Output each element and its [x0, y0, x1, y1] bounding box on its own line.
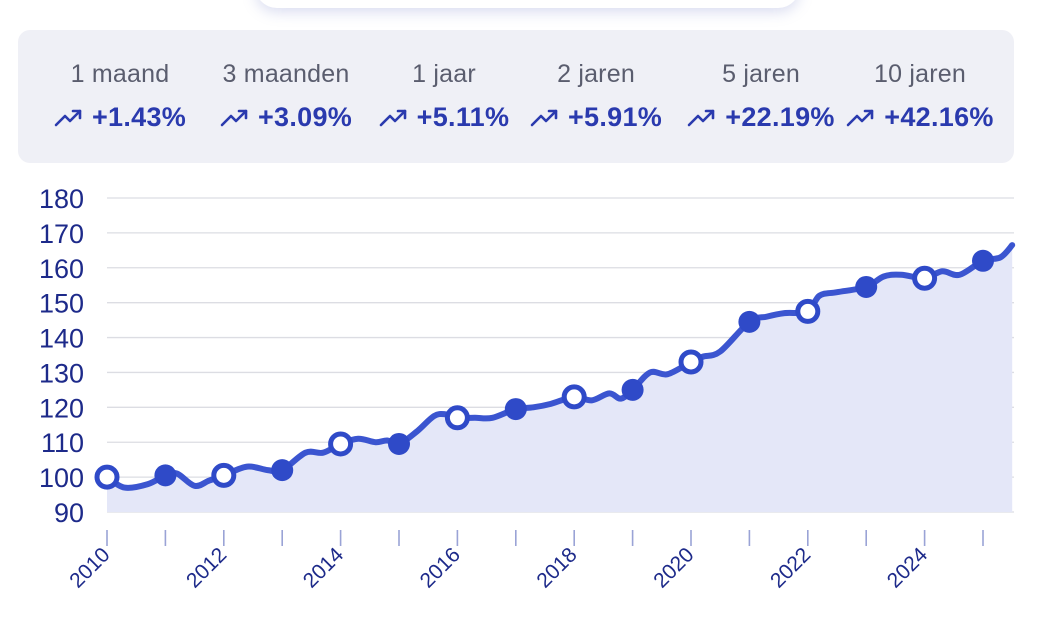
stat-2-years: 2 jaren +5.91%	[511, 30, 681, 163]
stat-change: +1.43%	[35, 102, 205, 133]
stat-period-label: 2 jaren	[557, 60, 635, 88]
trending-up-icon	[530, 109, 558, 126]
x-tick-label: 2022	[766, 543, 815, 592]
y-tick-label: 90	[54, 498, 84, 528]
data-point-hollow	[912, 265, 938, 291]
y-tick-label: 180	[39, 184, 84, 214]
data-point-hollow	[795, 298, 821, 324]
stat-10-years: 10 jaren +42.16%	[835, 30, 1005, 163]
data-point-filled	[972, 249, 994, 272]
data-point-hollow	[328, 431, 354, 457]
y-tick-label: 160	[39, 254, 84, 284]
data-point-hollow	[678, 349, 704, 375]
stat-change-value: +22.19%	[725, 102, 835, 132]
stat-change-value: +1.43%	[91, 102, 187, 132]
data-point-filled	[621, 378, 644, 401]
stat-3-months: 3 maanden +3.09%	[201, 30, 371, 163]
x-tick-label: 2020	[649, 543, 698, 592]
y-tick-label: 120	[39, 393, 84, 423]
data-point-hollow	[444, 405, 470, 431]
stat-period-label: 10 jaren	[874, 60, 966, 88]
x-tick-label: 2012	[182, 543, 231, 592]
data-point-filled	[271, 459, 294, 482]
trending-up-icon	[846, 109, 874, 126]
stat-5-years: 5 jaren +22.19%	[676, 30, 846, 163]
x-tick-label: 2016	[416, 543, 465, 592]
data-point-hollow	[561, 384, 587, 410]
y-tick-label: 170	[39, 219, 84, 249]
stat-period-label: 5 jaren	[722, 60, 800, 88]
stat-change: +5.91%	[511, 102, 681, 133]
data-point-hollow	[94, 464, 120, 490]
top-panel-edge	[255, 0, 800, 8]
data-point-filled	[855, 275, 878, 298]
y-tick-label: 100	[39, 463, 84, 493]
stat-period-label: 1 maand	[70, 60, 170, 88]
trending-up-icon	[687, 109, 715, 126]
stat-change: +22.19%	[676, 102, 846, 133]
stat-period-label: 1 jaar	[412, 60, 476, 88]
stat-change: +5.11%	[359, 102, 529, 133]
data-point-filled	[154, 464, 177, 487]
x-tick-label: 2024	[883, 543, 933, 593]
y-tick-label: 130	[39, 358, 84, 388]
y-tick-label: 140	[39, 324, 84, 354]
stat-period-label: 3 maanden	[222, 60, 350, 88]
stat-change-value: +5.91%	[567, 102, 663, 132]
data-point-filled	[504, 398, 527, 421]
stat-change: +3.09%	[201, 102, 371, 133]
area-fill	[107, 245, 1013, 512]
stat-1-year: 1 jaar +5.11%	[359, 30, 529, 163]
data-point-filled	[738, 310, 761, 333]
trending-up-icon	[220, 109, 248, 126]
price-index-chart: 90 100 110 120 130 140 150 160 170 180 2010 2012 201…	[39, 184, 1016, 593]
stat-change-value: +42.16%	[884, 102, 994, 132]
data-point-hollow	[211, 462, 237, 488]
stat-change-value: +3.09%	[257, 102, 353, 132]
trending-up-icon	[54, 109, 82, 126]
x-tick-label: 2010	[65, 543, 114, 592]
series-line	[104, 242, 1016, 491]
stat-1-month: 1 maand +1.43%	[35, 30, 205, 163]
data-point-filled	[388, 432, 410, 455]
trending-up-icon	[379, 109, 406, 126]
y-tick-label: 150	[39, 289, 84, 319]
stat-change: +42.16%	[835, 102, 1005, 133]
y-tick-label: 110	[41, 428, 84, 458]
performance-summary-card: 1 maand +1.43% 3 maanden +3.09% 1 jaar +…	[18, 30, 1014, 163]
x-tick-label: 2014	[299, 543, 349, 593]
x-tick-label: 2018	[532, 543, 581, 592]
stat-change-value: +5.11%	[416, 102, 510, 132]
